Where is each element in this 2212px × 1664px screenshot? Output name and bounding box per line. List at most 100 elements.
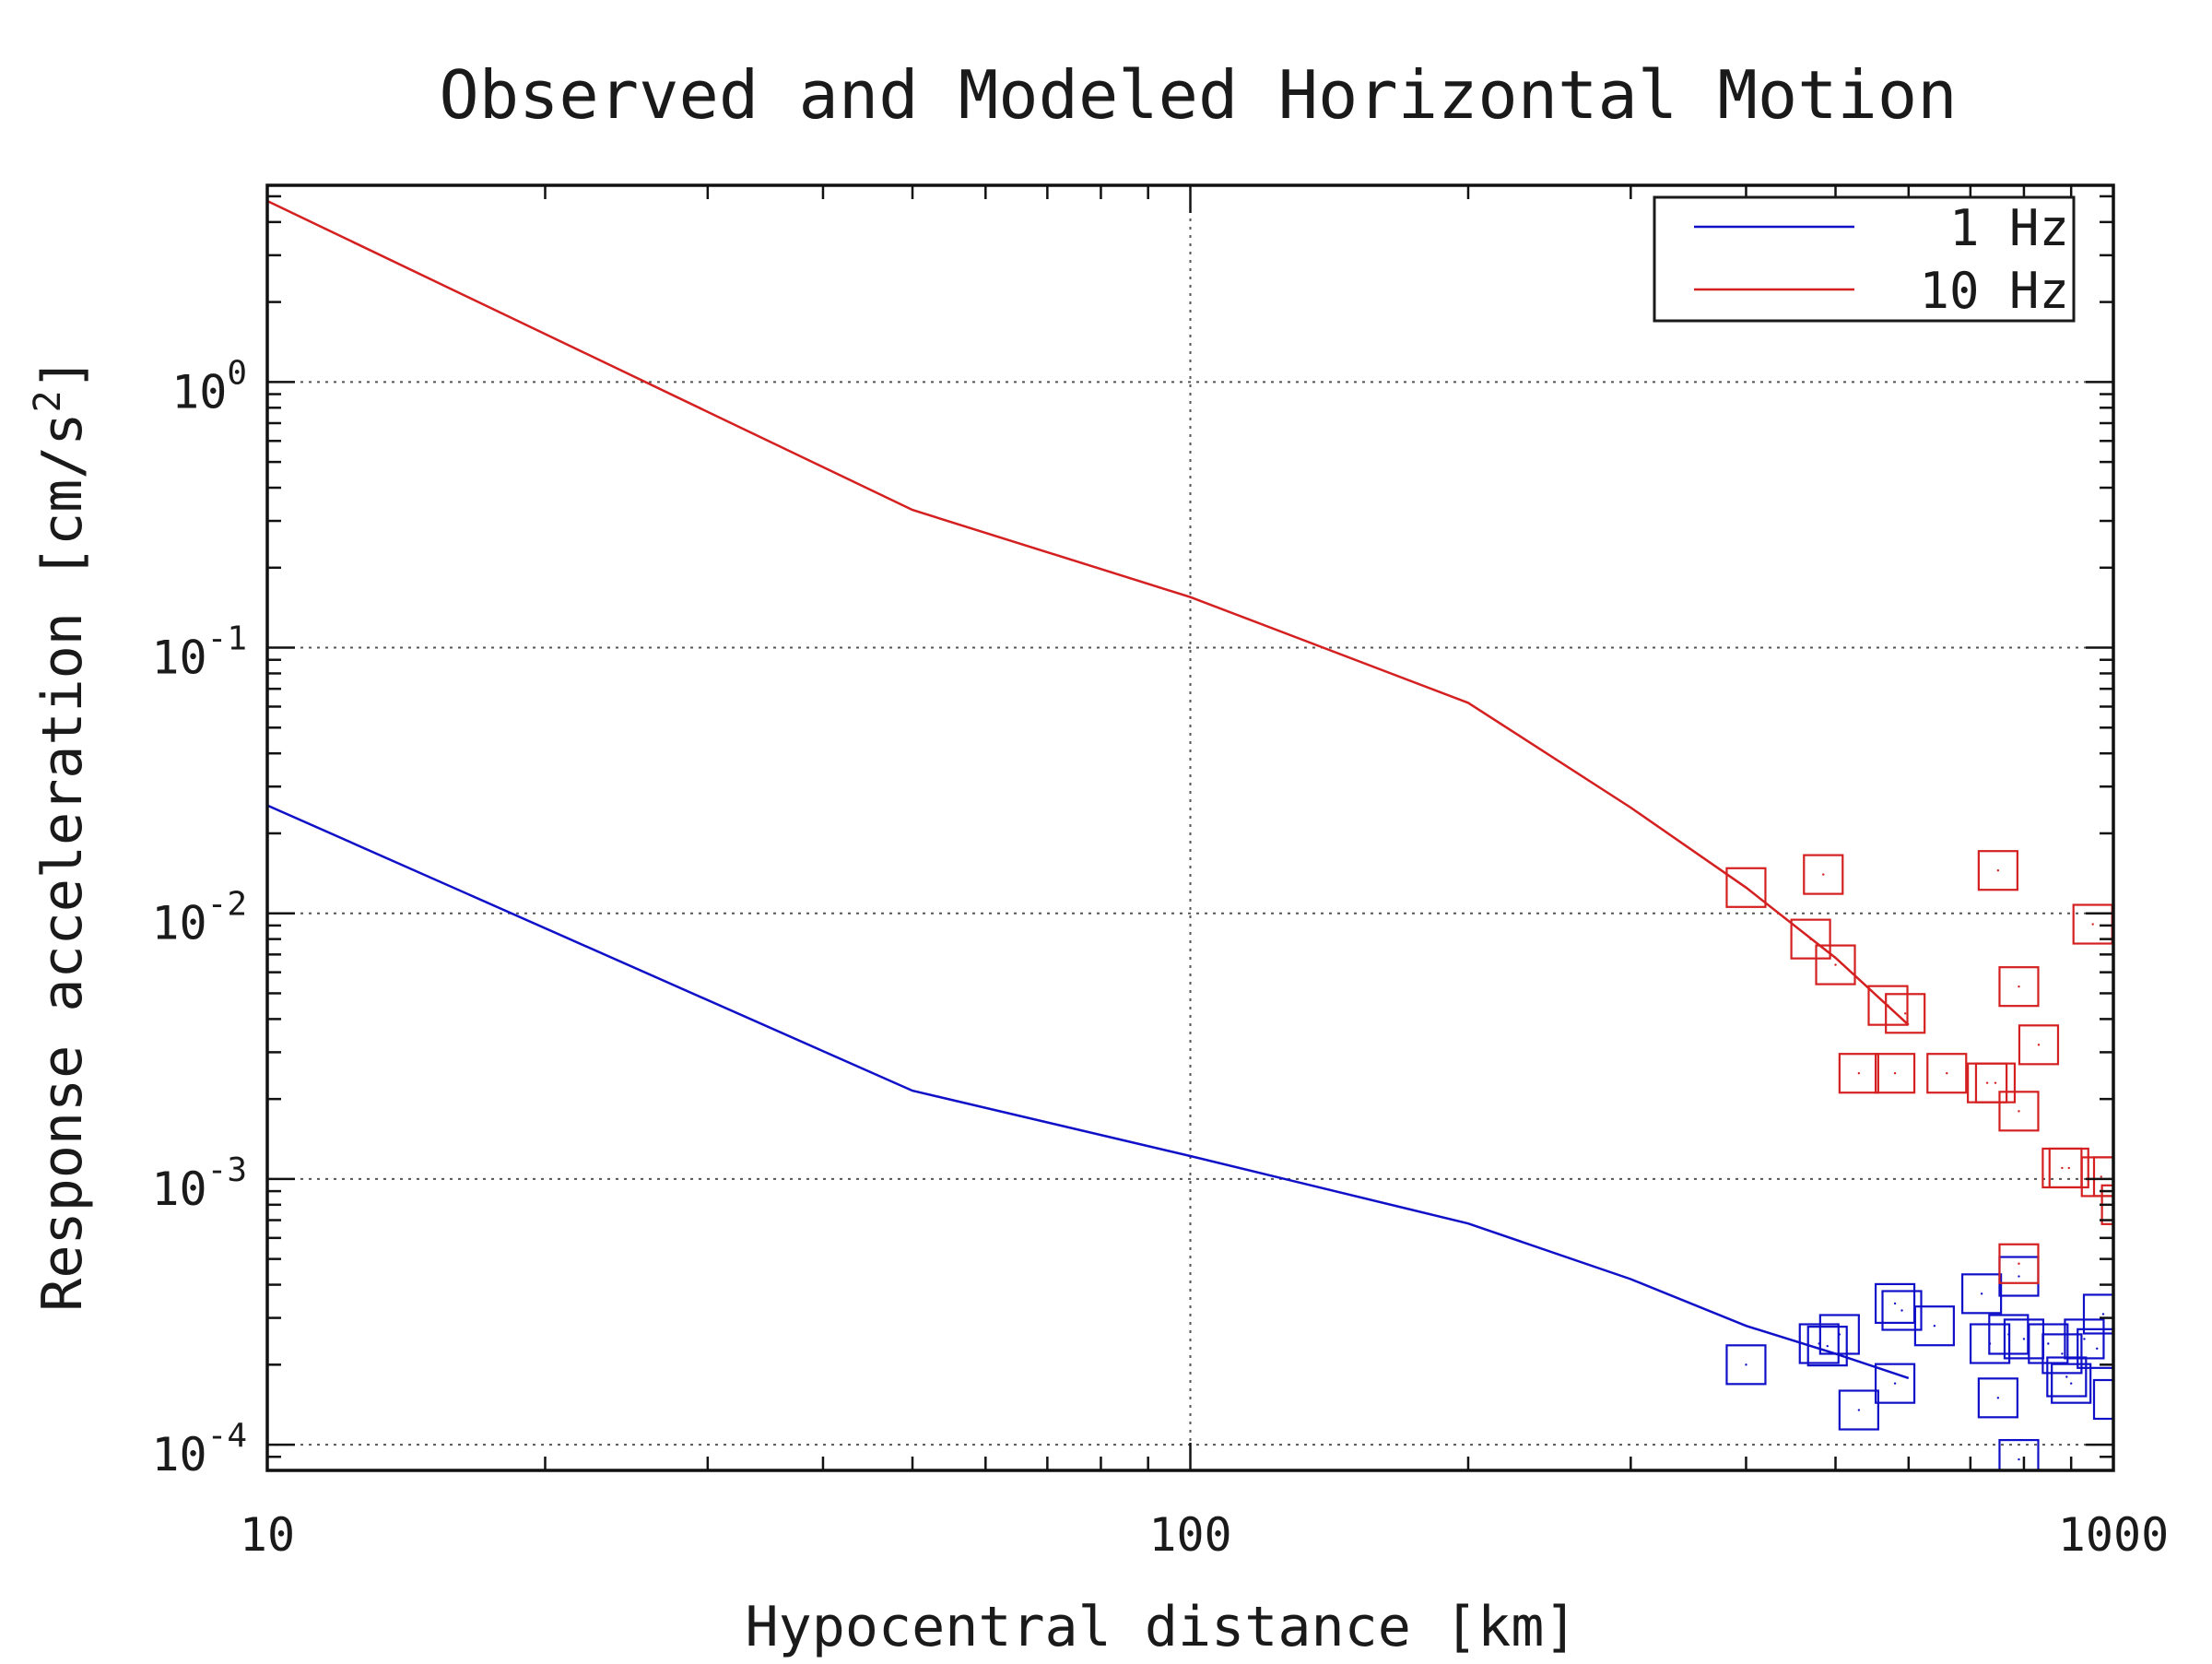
observed-point-1hz — [1881, 1290, 1923, 1331]
observed-point-10hz — [1998, 1243, 2040, 1284]
series-layer — [267, 199, 2113, 1470]
observed-point-center-10hz — [1809, 938, 1812, 940]
legend-box — [1653, 195, 2076, 323]
observed-point-1hz — [1818, 1314, 1860, 1355]
observed-point-1hz — [1913, 1305, 1955, 1347]
observed-point-center-1hz — [2018, 1275, 2020, 1278]
observed-point-10hz — [1815, 944, 1856, 985]
observed-point-10hz — [1725, 867, 1767, 908]
observed-point-center-10hz — [2100, 1175, 2102, 1178]
observed-point-center-10hz — [2018, 1262, 2020, 1265]
observed-point-center-1hz — [1933, 1325, 1936, 1328]
observed-point-1hz — [2051, 1363, 2092, 1404]
observed-point-center-10hz — [2037, 1044, 2041, 1046]
observed-point-center-10hz — [1985, 1081, 1989, 1084]
y-tick-base: 10 — [151, 1162, 206, 1216]
x-tick-label: 10 — [240, 1508, 295, 1562]
y-axis-title-main: Response acceleration [cm/s — [30, 412, 95, 1311]
observed-point-1hz — [1961, 1273, 2003, 1315]
observed-point-1hz — [1977, 1377, 2018, 1419]
observed-point-10hz — [1874, 1053, 1916, 1094]
observed-point-1hz — [2077, 1328, 2113, 1369]
observed-point-center-10hz — [2061, 1166, 2064, 1170]
observed-point-center-10hz — [1887, 1004, 1889, 1007]
y-tick-base: 10 — [151, 897, 206, 950]
observed-point-center-1hz — [2069, 1382, 2073, 1385]
observed-point-1hz — [1874, 1282, 1916, 1325]
observed-point-center-1hz — [1980, 1292, 1983, 1295]
observed-point-center-1hz — [1893, 1302, 1897, 1305]
observed-point-center-10hz — [1857, 1072, 1861, 1075]
observed-point-center-1hz — [2061, 1352, 2064, 1355]
y-tick-exponent: -4 — [207, 1417, 247, 1455]
y-tick-base: 10 — [171, 365, 227, 419]
y-tick-label: 10-3 — [151, 1151, 247, 1216]
observed-point-center-1hz — [1838, 1333, 1841, 1336]
observed-point-1hz — [1874, 1363, 1916, 1404]
observed-point-center-1hz — [1857, 1409, 1861, 1411]
chart-title: Observed and Modeled Horizontal Motion — [439, 56, 1957, 134]
observed-point-10hz — [1974, 1062, 2017, 1103]
x-axis-title: Hypocentral distance [km] — [745, 1595, 1577, 1659]
observed-point-10hz — [1998, 966, 2040, 1008]
observed-point-center-10hz — [1996, 869, 2000, 872]
y-tick-exponent: 0 — [227, 354, 247, 392]
observed-point-center-10hz — [1745, 886, 1747, 889]
observed-point-center-1hz — [2047, 1342, 2050, 1345]
observed-point-10hz — [1926, 1053, 1968, 1094]
observed-point-1hz — [1838, 1389, 1879, 1431]
y-tick-label: 10-1 — [151, 620, 247, 685]
y-tick-label: 10-2 — [151, 886, 247, 950]
y-tick-exponent: -1 — [207, 620, 247, 658]
observed-point-center-1hz — [2096, 1347, 2099, 1351]
observed-point-1hz — [1806, 1326, 1848, 1367]
x-tick-label: 1000 — [2058, 1508, 2169, 1562]
observed-point-10hz — [1838, 1053, 1879, 1094]
observed-point-center-10hz — [1994, 1081, 1997, 1084]
observed-point-center-1hz — [1996, 1397, 2000, 1399]
observed-point-center-10hz — [2018, 1110, 2020, 1113]
legend-label-1hz: 1 Hz — [1949, 199, 2069, 257]
observed-point-center-10hz — [2067, 1166, 2070, 1170]
observed-point-10hz — [1977, 850, 2018, 891]
observed-point-center-1hz — [1900, 1309, 1903, 1312]
observed-point-1hz — [1725, 1344, 1767, 1386]
observed-point-center-1hz — [1893, 1382, 1897, 1385]
x-tick-label: 100 — [1148, 1508, 1231, 1562]
observed-point-10hz — [1790, 918, 1831, 960]
observed-point-center-10hz — [2018, 985, 2020, 988]
observed-point-10hz — [1998, 1091, 2040, 1132]
observed-point-center-1hz — [2083, 1338, 2086, 1340]
y-tick-exponent: -3 — [207, 1151, 247, 1189]
legend: 1 Hz 10 Hz — [1653, 195, 2076, 323]
observed-point-center-1hz — [2018, 1457, 2020, 1461]
observed-point-1hz — [1998, 1438, 2040, 1470]
observed-point-center-1hz — [2022, 1338, 2026, 1340]
y-tick-label: 10-4 — [151, 1417, 247, 1481]
observed-point-center-1hz — [2007, 1333, 2010, 1336]
observed-point-1hz — [2082, 1293, 2113, 1335]
y-axis-title-end: ] — [30, 357, 95, 390]
observed-point-center-10hz — [1822, 873, 1825, 876]
observed-point-10hz — [1803, 854, 1844, 895]
observed-point-center-10hz — [1834, 963, 1837, 966]
observed-point-10hz — [1867, 985, 1909, 1026]
observed-point-10hz — [1885, 993, 1926, 1034]
y-tick-label: 100 — [171, 354, 247, 419]
y-tick-base: 10 — [151, 631, 206, 685]
observed-point-center-1hz — [2101, 1313, 2105, 1316]
y-axis-title-sup: 2 — [27, 390, 69, 412]
observed-point-center-1hz — [1745, 1363, 1747, 1366]
legend-label-10hz: 10 Hz — [1919, 262, 2069, 320]
observed-point-center-10hz — [1903, 1012, 1907, 1015]
y-tick-base: 10 — [151, 1428, 206, 1481]
y-axis-title: Response acceleration [cm/s2] — [27, 357, 95, 1312]
y-tick-exponent: -2 — [207, 886, 247, 924]
observed-point-center-10hz — [1946, 1072, 1948, 1075]
observed-point-center-10hz — [1893, 1072, 1897, 1075]
observed-point-10hz — [2048, 1147, 2089, 1189]
observed-point-center-1hz — [1826, 1344, 1829, 1348]
observed-point-center-10hz — [2091, 923, 2094, 926]
